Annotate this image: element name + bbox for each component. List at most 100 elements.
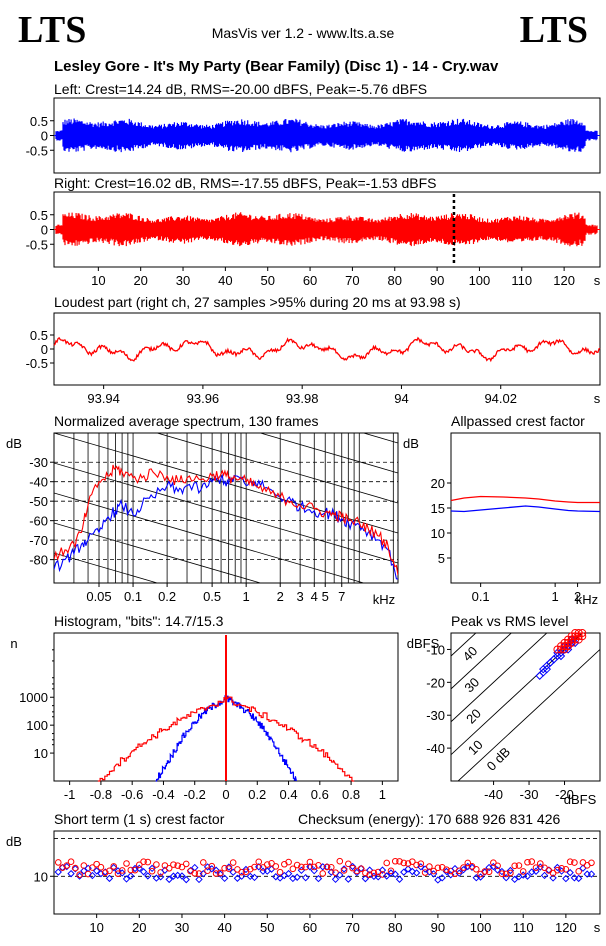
left-wave-ytick-label: -0.5 — [26, 143, 48, 158]
histogram-xtick-label: -0.4 — [152, 787, 174, 802]
spectrum-series-right — [54, 464, 398, 576]
spectrum-xtick-label: 1 — [243, 589, 250, 604]
shortterm-point-right — [370, 869, 378, 877]
shortterm-point-left — [246, 872, 254, 881]
shortterm-point-right — [588, 859, 595, 867]
spectrum-title: Normalized average spectrum, 130 frames — [54, 413, 319, 429]
shortterm-point-left — [67, 869, 75, 878]
shortterm-point-left — [144, 872, 152, 880]
right-wave-ytick-label: 0 — [41, 223, 48, 238]
shortterm-point-right — [238, 868, 245, 876]
peakrms-ylabel: dBFS — [407, 636, 440, 651]
shortterm-point-right — [327, 864, 335, 871]
shortterm-point-right — [443, 866, 450, 873]
shortterm-point-right — [532, 864, 540, 871]
shortterm-point-right — [421, 869, 429, 876]
shortterm-point-right — [89, 864, 96, 871]
peakrms-xtick-label: -30 — [520, 787, 539, 802]
histogram-ytick-label: 10 — [34, 746, 48, 761]
spectrum-xtick-label: 0.5 — [203, 589, 221, 604]
shortterm-point-left — [540, 871, 549, 880]
shortterm-point-right — [114, 870, 122, 877]
shortterm-point-right — [118, 867, 126, 874]
shortterm-point-left — [173, 871, 182, 880]
shortterm-point-right — [575, 868, 582, 875]
shortterm-point-right — [165, 864, 173, 872]
histogram-xtick-label: 1 — [379, 787, 386, 802]
shortterm-point-right — [110, 863, 118, 870]
shortterm-point-right — [515, 862, 523, 869]
shortterm-point-left — [498, 867, 506, 876]
allpass-frame — [450, 432, 601, 584]
shortterm-point-right — [212, 870, 220, 877]
shortterm-point-right — [293, 861, 301, 869]
shortterm-point-left — [127, 872, 135, 880]
shortterm-xtick-label: 50 — [260, 920, 274, 935]
peakrms-point-right — [571, 635, 580, 644]
spectrum-xtick-label: 0.2 — [158, 589, 176, 604]
shortterm-point-left — [566, 868, 574, 877]
shortterm-point-left — [523, 872, 532, 880]
shortterm-point-right — [144, 858, 152, 866]
spectrum-ylabel: dB — [6, 436, 22, 451]
shortterm-point-right — [528, 858, 536, 865]
shortterm-point-right — [136, 861, 143, 869]
left-wave-title: Left: Crest=14.24 dB, RMS=-20.00 dBFS, P… — [54, 81, 428, 97]
shortterm-point-left — [485, 863, 493, 872]
right-wave-xtick-label: 80 — [388, 273, 402, 288]
shortterm-point-right — [507, 869, 514, 877]
shortterm-point-right — [396, 858, 403, 865]
histogram-xtick-label: 0.8 — [342, 787, 360, 802]
shortterm-point-left — [110, 863, 118, 872]
shortterm-point-left — [408, 867, 417, 876]
shortterm-point-right — [101, 869, 109, 877]
allpass-xtick-label: 0.1 — [472, 589, 490, 604]
peakrms-ytick-label: -40 — [426, 741, 445, 756]
shortterm-point-right — [272, 863, 280, 870]
shortterm-point-right — [195, 870, 203, 877]
shortterm-point-right — [319, 870, 327, 877]
right-wave-xtick-label: 110 — [511, 273, 532, 288]
shortterm-point-left — [493, 866, 502, 874]
shortterm-point-right — [524, 858, 531, 866]
histogram-xtick-label: 0 — [222, 787, 229, 802]
shortterm-point-right — [97, 863, 105, 871]
shortterm-point-right — [400, 859, 408, 867]
shortterm-point-left — [293, 873, 301, 881]
spectrum-ytick-label: -80 — [29, 553, 48, 568]
shortterm-point-right — [80, 862, 88, 869]
right-wave-ytick-label: -0.5 — [26, 237, 48, 252]
shortterm-point-right — [54, 859, 62, 866]
shortterm-point-right — [251, 863, 258, 871]
peakrms-xtick-label: -20 — [555, 787, 574, 802]
right-wave-xtick-label: 120 — [553, 273, 575, 288]
shortterm-point-left — [587, 870, 596, 878]
shortterm-point-right — [123, 860, 130, 867]
shortterm-point-right — [417, 860, 425, 867]
allpass-ytick-label: 10 — [431, 526, 445, 541]
right-wave-ytick-label: 0.5 — [30, 208, 48, 223]
shortterm-point-left — [438, 874, 446, 882]
peakrms-diagonal-label: 0 dB — [484, 744, 514, 774]
shortterm-point-right — [302, 863, 309, 871]
histogram-xtick-label: 0.6 — [311, 787, 329, 802]
spectrum-frame — [53, 432, 399, 584]
shortterm-point-left — [400, 868, 408, 876]
shortterm-point-left — [425, 868, 434, 876]
peakrms-diagonal — [451, 633, 548, 723]
peakrms-point-left — [546, 658, 555, 667]
shortterm-point-right — [208, 862, 216, 870]
peakrms-xunit: dBFS — [564, 792, 597, 807]
peakrms-point-right — [564, 638, 573, 647]
shortterm-xtick-label: 30 — [175, 920, 189, 935]
shortterm-point-left — [395, 875, 404, 883]
allpass-ytick-label: 5 — [438, 551, 445, 566]
shortterm-point-right — [340, 867, 348, 874]
shortterm-point-right — [387, 867, 395, 875]
shortterm-point-right — [404, 860, 412, 867]
shortterm-point-left — [574, 874, 583, 883]
histogram-xtick-label: -0.6 — [121, 787, 143, 802]
shortterm-point-left — [250, 873, 259, 882]
shortterm-point-left — [71, 865, 80, 873]
shortterm-point-left — [139, 868, 148, 876]
